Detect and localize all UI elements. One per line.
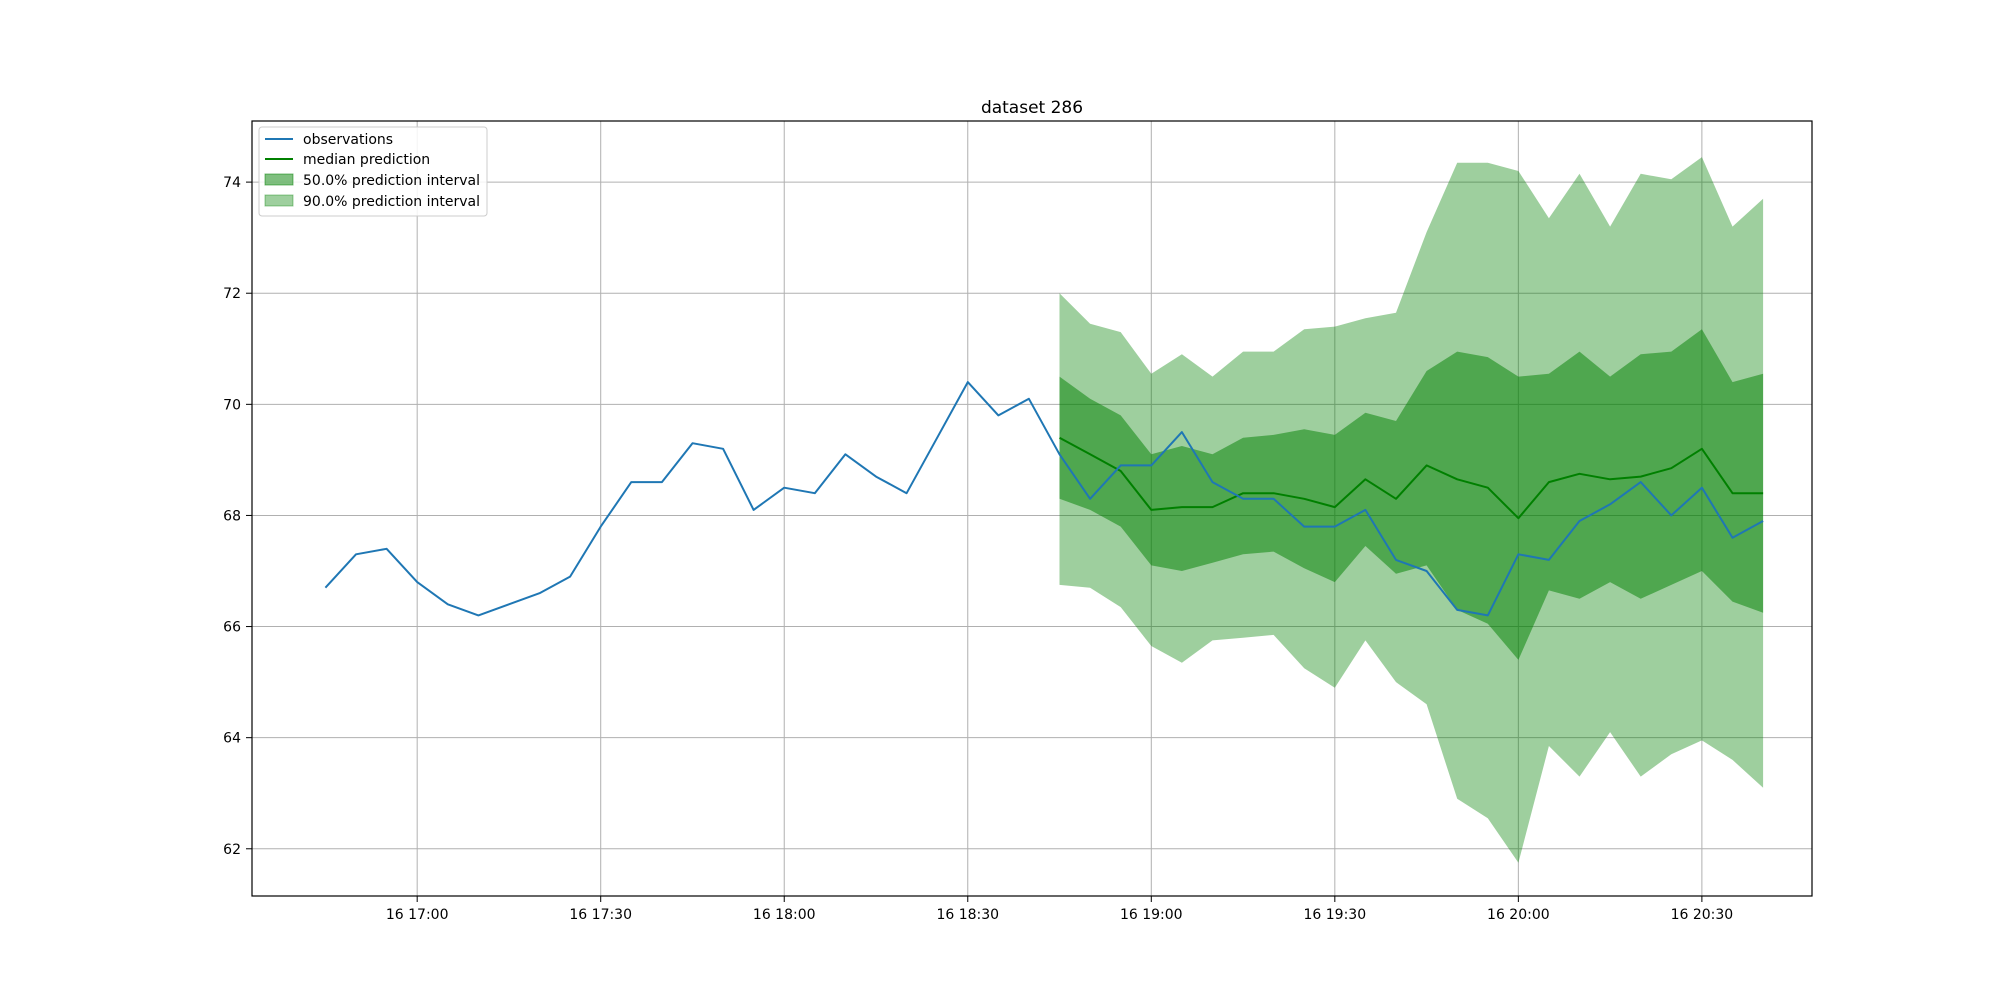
interval-50-band [1059,329,1764,660]
y-tick-label: 72 [223,286,241,302]
interval-50-area [1059,329,1764,660]
y-tick-label: 74 [223,175,241,191]
x-tick-label: 16 17:30 [569,907,632,923]
y-tick-label: 68 [223,508,241,524]
x-tick-label: 16 19:30 [1304,907,1367,923]
legend-symbol-interval-90 [264,194,294,207]
x-tick-label: 16 18:30 [936,907,999,923]
plot-frame [251,120,1813,897]
y-tick-label: 70 [223,397,241,413]
chart-title: dataset 286 [981,98,1083,118]
x-tick-label: 16 20:30 [1671,907,1734,923]
legend-label-observations: observations [303,132,393,148]
observations-line [324,381,1764,617]
x-tick-label: 16 19:00 [1120,907,1183,923]
x-tick-label: 16 17:00 [386,907,449,923]
x-tick-label: 16 20:00 [1487,907,1550,923]
y-axis-ticks: 62 64 66 68 70 72 74 [223,175,252,858]
series-lines [324,381,1764,617]
y-tick-label: 62 [223,842,241,858]
legend-label-median: median prediction [303,152,430,168]
legend-box [258,126,488,217]
legend-label-interval-50: 50.0% prediction interval [303,173,480,189]
x-tick-label: 16 18:00 [753,907,816,923]
legend: observations median prediction 50.0% pre… [258,126,488,217]
y-tick-label: 66 [223,620,241,636]
x-axis-ticks: 16 17:00 16 17:30 16 18:00 16 18:30 16 19:00… [386,896,1733,923]
median-prediction-line [1059,436,1764,520]
y-tick-label: 64 [223,731,241,747]
legend-label-interval-90: 90.0% prediction interval [303,194,480,210]
legend-symbol-interval-50 [264,173,294,186]
